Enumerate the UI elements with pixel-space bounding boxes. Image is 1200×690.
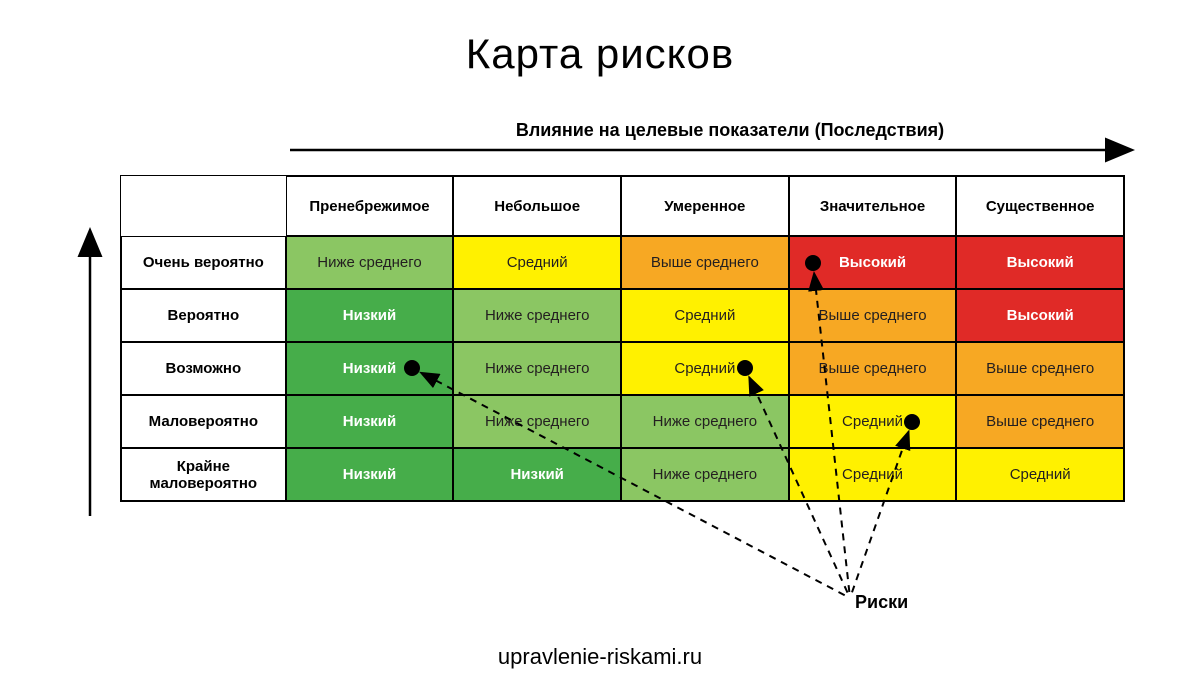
col-header: Небольшое bbox=[453, 176, 621, 236]
matrix-cell: Выше среднего bbox=[789, 342, 957, 395]
col-header: Умеренное bbox=[621, 176, 789, 236]
matrix-row: Очень вероятноНиже среднегоСреднийВыше с… bbox=[121, 236, 1124, 289]
risk-dot bbox=[737, 360, 753, 376]
matrix-cell: Средний bbox=[956, 448, 1124, 501]
page-title: Карта рисков bbox=[0, 30, 1200, 78]
matrix-cell: Ниже среднего bbox=[453, 342, 621, 395]
matrix-cell: Низкий bbox=[286, 448, 454, 501]
matrix-cell: Ниже среднего bbox=[453, 289, 621, 342]
matrix-cell: Средний bbox=[453, 236, 621, 289]
risk-dot bbox=[805, 255, 821, 271]
row-header: Очень вероятно bbox=[121, 236, 286, 289]
col-header: Значительное bbox=[789, 176, 957, 236]
row-header: Крайне маловероятно bbox=[121, 448, 286, 501]
matrix-cell: Выше среднего bbox=[789, 289, 957, 342]
matrix-row: ВозможноНизкийНиже среднегоСреднийВыше с… bbox=[121, 342, 1124, 395]
matrix-cell: Ниже среднего bbox=[621, 448, 789, 501]
matrix-cell: Ниже среднего bbox=[453, 395, 621, 448]
x-axis-label: Влияние на целевые показатели (Последств… bbox=[420, 120, 1040, 141]
risks-label: Риски bbox=[855, 592, 908, 613]
matrix-cell: Выше среднего bbox=[956, 342, 1124, 395]
matrix-row: МаловероятноНизкийНиже среднегоНиже сред… bbox=[121, 395, 1124, 448]
matrix-cell: Ниже среднего bbox=[286, 236, 454, 289]
risk-matrix: Пренебрежимое Небольшое Умеренное Значит… bbox=[120, 175, 1125, 502]
matrix-header-row: Пренебрежимое Небольшое Умеренное Значит… bbox=[121, 176, 1124, 236]
col-header: Существенное bbox=[956, 176, 1124, 236]
matrix-cell: Средний bbox=[621, 289, 789, 342]
col-header: Пренебрежимое bbox=[286, 176, 454, 236]
row-header: Возможно bbox=[121, 342, 286, 395]
matrix-cell: Низкий bbox=[453, 448, 621, 501]
matrix-cell: Выше среднего bbox=[621, 236, 789, 289]
risk-dot bbox=[904, 414, 920, 430]
row-header: Маловероятно bbox=[121, 395, 286, 448]
matrix-cell: Средний bbox=[789, 448, 957, 501]
matrix-cell: Высокий bbox=[956, 289, 1124, 342]
risk-dot bbox=[404, 360, 420, 376]
matrix-cell: Низкий bbox=[286, 289, 454, 342]
matrix-cell: Средний bbox=[789, 395, 957, 448]
matrix-cell: Ниже среднего bbox=[621, 395, 789, 448]
matrix-corner bbox=[121, 176, 286, 236]
row-header: Вероятно bbox=[121, 289, 286, 342]
matrix-cell: Высокий bbox=[956, 236, 1124, 289]
footer-text: upravlenie-riskami.ru bbox=[0, 644, 1200, 670]
matrix-cell: Средний bbox=[621, 342, 789, 395]
matrix-row: Крайне маловероятноНизкийНизкийНиже сред… bbox=[121, 448, 1124, 501]
matrix-cell: Выше среднего bbox=[956, 395, 1124, 448]
matrix-row: ВероятноНизкийНиже среднегоСреднийВыше с… bbox=[121, 289, 1124, 342]
matrix-cell: Низкий bbox=[286, 342, 454, 395]
matrix-cell: Низкий bbox=[286, 395, 454, 448]
